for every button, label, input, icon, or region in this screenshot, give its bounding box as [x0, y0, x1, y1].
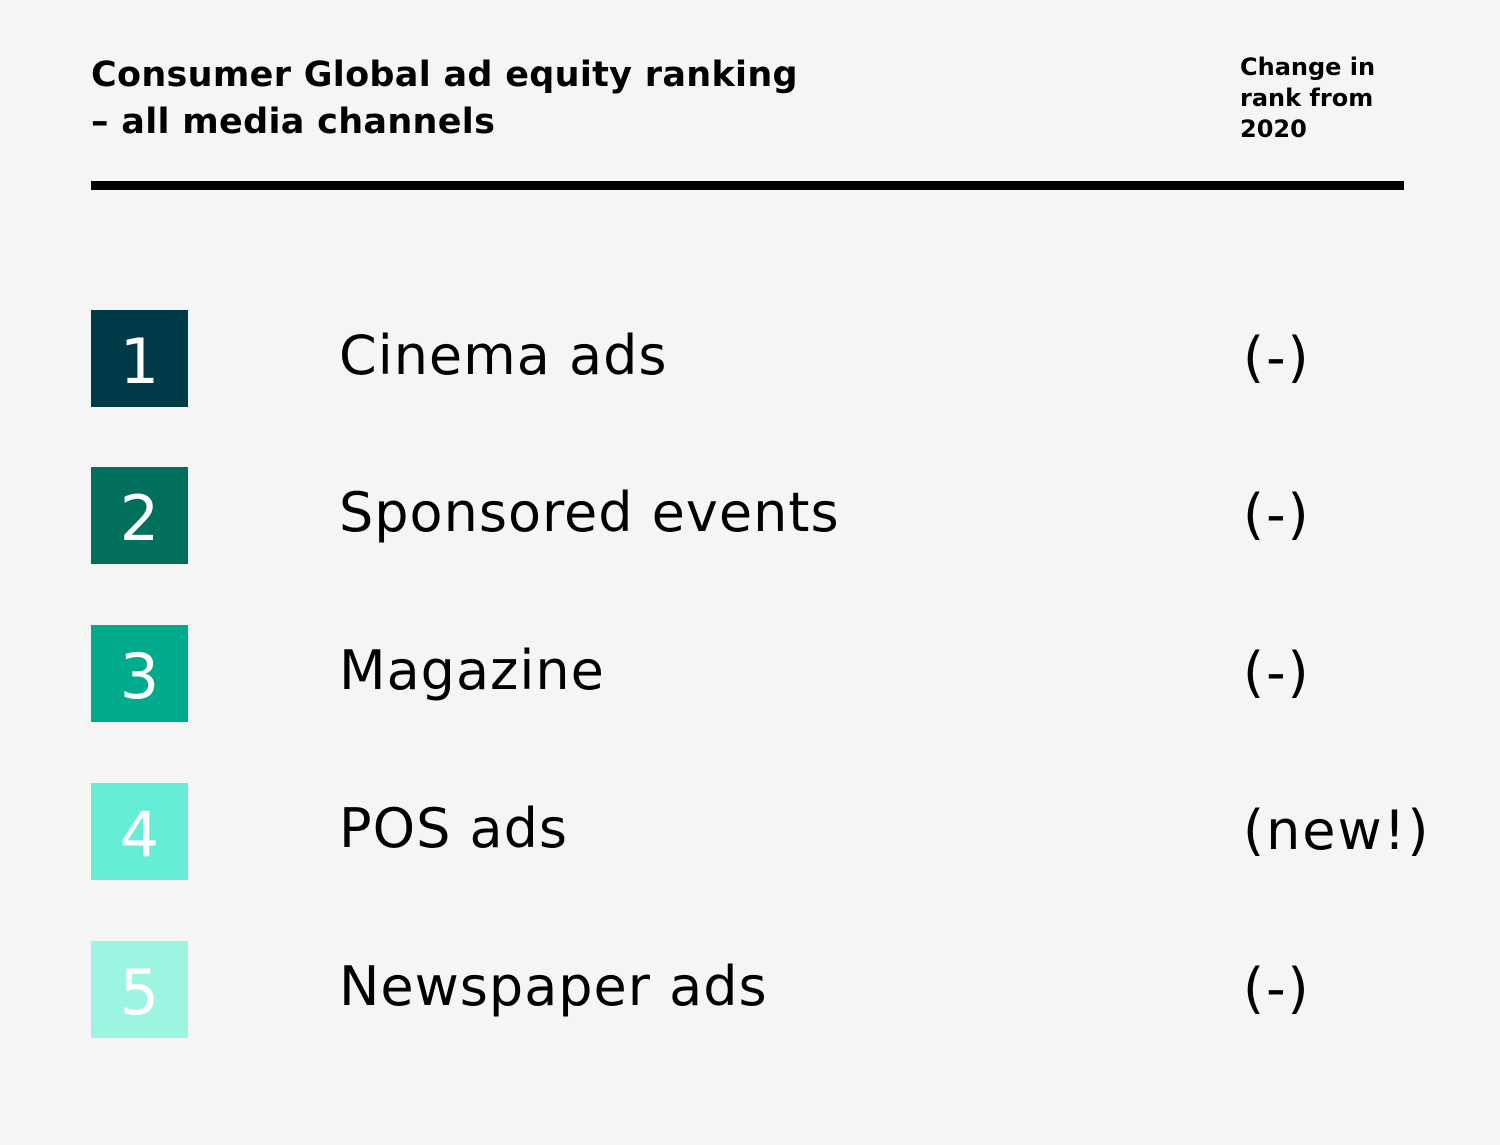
- change-header-line-2: rank from: [1240, 84, 1374, 112]
- channel-name: Newspaper ads: [339, 955, 768, 1018]
- ranking-row: 1 Cinema ads (-): [91, 310, 1500, 407]
- rank-change: (-): [1243, 483, 1311, 546]
- rank-change: (-): [1243, 326, 1311, 389]
- page-title: Consumer Global ad equity ranking – all …: [91, 52, 798, 146]
- rank-badge: 2: [91, 467, 188, 564]
- rank-badge: 5: [91, 941, 188, 1038]
- channel-name: Cinema ads: [339, 324, 668, 387]
- channel-name: Sponsored events: [339, 481, 840, 544]
- title-line-2: – all media channels: [91, 102, 496, 142]
- change-header-line-1: Change in: [1240, 53, 1376, 81]
- rank-change: (-): [1243, 641, 1311, 704]
- ranking-row: 3 Magazine (-): [91, 625, 1500, 722]
- change-header-line-3: 2020: [1240, 115, 1307, 143]
- rank-badge: 3: [91, 625, 188, 722]
- title-line-1: Consumer Global ad equity ranking: [91, 55, 798, 95]
- ranking-row: 5 Newspaper ads (-): [91, 941, 1500, 1038]
- ranking-row: 2 Sponsored events (-): [91, 467, 1500, 564]
- rank-badge: 1: [91, 310, 188, 407]
- rank-change: (-): [1243, 957, 1311, 1020]
- channel-name: POS ads: [339, 797, 569, 860]
- header-divider: [91, 181, 1404, 190]
- rank-badge: 4: [91, 783, 188, 880]
- rank-change: (new!): [1243, 799, 1431, 862]
- ranking-row: 4 POS ads (new!): [91, 783, 1500, 880]
- channel-name: Magazine: [339, 639, 605, 702]
- change-column-header: Change in rank from 2020: [1240, 52, 1375, 145]
